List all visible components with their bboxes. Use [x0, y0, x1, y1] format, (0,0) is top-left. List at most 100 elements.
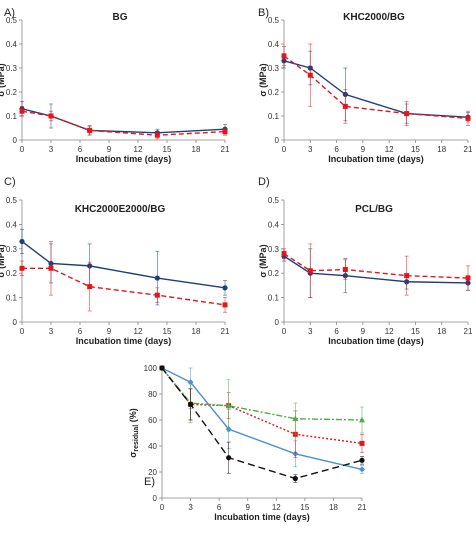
data-point: [465, 115, 471, 121]
y-axis-title: σ (MPa): [0, 244, 6, 277]
data-point: [404, 273, 410, 279]
y-tick-label: 0.5: [6, 196, 18, 205]
x-tick-label: 15: [300, 503, 309, 512]
y-tick-label: 0.3: [6, 245, 18, 254]
y-tick-label: 0.2: [268, 269, 280, 278]
x-tick-label: 15: [163, 327, 172, 336]
data-point: [281, 53, 287, 59]
y-tick-label: 0: [13, 318, 18, 327]
data-point: [359, 416, 365, 423]
x-tick-label: 21: [221, 327, 230, 336]
panel-letter: D): [258, 176, 270, 188]
y-tick-label: 0.1: [6, 294, 18, 303]
series-1: [19, 106, 228, 140]
data-point: [359, 457, 365, 463]
series-3: [159, 365, 365, 483]
y-tick-label: 0.1: [6, 112, 18, 121]
data-point: [159, 365, 165, 371]
x-tick-label: 12: [134, 145, 143, 154]
x-tick-label: 0: [282, 327, 287, 336]
chart-title: KHC2000/BG: [343, 12, 405, 23]
x-tick-label: 18: [437, 327, 446, 336]
series-line: [161, 367, 363, 421]
x-tick-label: 3: [308, 327, 313, 336]
data-point: [222, 302, 228, 308]
x-tick-label: 15: [411, 145, 420, 154]
data-point: [154, 292, 160, 298]
x-tick-label: 6: [217, 503, 222, 512]
x-tick-label: 6: [78, 327, 83, 336]
y-tick-label: 100: [144, 364, 158, 373]
x-axis-title: Incubation time (days): [328, 336, 424, 346]
panel-letter: C): [4, 176, 16, 188]
data-point: [48, 265, 54, 271]
x-tick-label: 21: [464, 145, 473, 154]
data-point: [359, 466, 365, 473]
x-axis-title: Incubation time (days): [76, 336, 172, 346]
data-point: [307, 72, 313, 78]
data-point: [87, 127, 93, 133]
data-point: [222, 129, 228, 135]
series-0: [281, 50, 471, 124]
data-point: [281, 251, 287, 257]
y-tick-label: 0.2: [6, 88, 18, 97]
x-tick-label: 12: [385, 327, 394, 336]
y-tick-label: 0.3: [268, 245, 280, 254]
y-tick-label: 0.4: [6, 220, 18, 229]
chart-title: KHC2000E2000/BG: [75, 204, 166, 215]
x-tick-label: 15: [163, 145, 172, 154]
data-point: [292, 475, 298, 482]
data-point: [19, 108, 25, 114]
y-tick-label: 60: [148, 416, 157, 425]
y-axis-title: σresidual (%): [128, 408, 140, 458]
data-point: [19, 265, 25, 271]
data-point: [87, 284, 93, 290]
y-tick-label: 20: [148, 468, 157, 477]
panel-d: D) PCL/BG 0 3 6 9 12 15 18 21 0 0.1 0.2 0.3 0.4 0.5 Incu…: [258, 176, 473, 346]
data-point: [307, 268, 313, 274]
x-tick-label: 0: [20, 145, 25, 154]
y-tick-label: 0: [13, 136, 18, 145]
y-axis-title-unit: (%): [128, 408, 138, 425]
x-tick-label: 0: [20, 327, 25, 336]
y-axis-title-symbol: σ (MPa): [0, 63, 6, 96]
x-tick-label: 0: [282, 145, 287, 154]
data-point: [48, 113, 54, 119]
x-axis-title: Incubation time (days): [76, 154, 172, 164]
y-tick-label: 80: [148, 390, 157, 399]
x-tick-label: 18: [437, 145, 446, 154]
series-1: [19, 241, 228, 313]
x-tick-label: 6: [334, 145, 339, 154]
x-tick-label: 21: [358, 503, 367, 512]
chart-title: BG: [113, 12, 128, 23]
series-1: [281, 243, 471, 298]
x-tick-label: 6: [334, 327, 339, 336]
x-tick-label: 3: [49, 145, 54, 154]
y-tick-label: 0.1: [268, 112, 280, 121]
y-tick-label: 0.5: [268, 16, 280, 25]
x-tick-label: 18: [329, 503, 338, 512]
y-axis-title-symbol: σ: [128, 452, 138, 458]
y-axis-title: σ (MPa): [0, 63, 6, 96]
series-1: [281, 43, 471, 126]
y-tick-label: 0.5: [268, 196, 280, 205]
y-axis-title-symbol: σ (MPa): [258, 244, 268, 277]
series-0: [19, 101, 228, 137]
x-tick-label: 6: [78, 145, 83, 154]
x-tick-label: 12: [385, 145, 394, 154]
x-tick-label: 9: [361, 327, 366, 336]
panel-letter: B): [258, 7, 269, 19]
data-point: [154, 275, 160, 281]
y-axis-title: σ (MPa): [258, 63, 268, 96]
y-tick-label: 0.3: [268, 64, 280, 73]
x-tick-label: 18: [192, 327, 201, 336]
series-2: [159, 364, 365, 435]
panel-a: A) BG 0 3 6 9 12 15 18 21 0 0.1 0.2 0.3 0.4 0.5 Incubati…: [0, 7, 230, 164]
panel-letter: A): [4, 7, 15, 19]
y-tick-label: 40: [148, 442, 157, 451]
data-point: [154, 132, 160, 138]
y-tick-label: 0: [275, 136, 280, 145]
y-tick-label: 0.2: [268, 88, 280, 97]
y-tick-label: 0.4: [268, 40, 280, 49]
